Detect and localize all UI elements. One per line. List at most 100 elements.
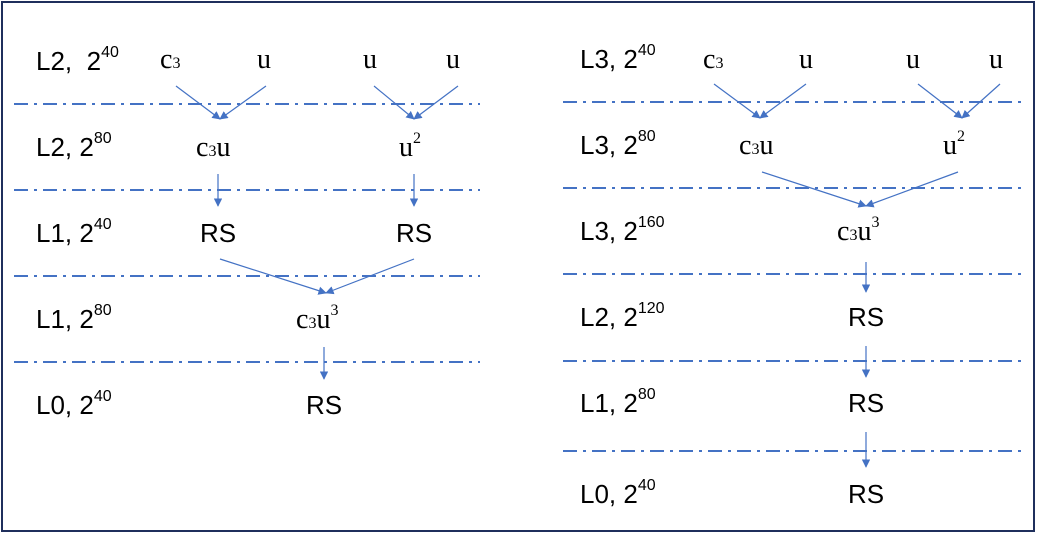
level-base: 2 bbox=[79, 304, 94, 334]
arrow-r-u3-to-u2 bbox=[961, 83, 1001, 119]
level-name: L2, bbox=[580, 302, 617, 332]
var-u: u bbox=[316, 304, 331, 335]
level-base: 2 bbox=[79, 218, 94, 248]
left-row2-c3u: c3u bbox=[196, 134, 230, 162]
sub-3: 3 bbox=[172, 55, 181, 72]
level-base: 2 bbox=[623, 130, 638, 160]
var-u: u bbox=[759, 130, 774, 161]
var-c: c bbox=[196, 132, 209, 163]
level-base: 2 bbox=[86, 46, 102, 76]
sub-3: 3 bbox=[308, 315, 317, 332]
level-base: 2 bbox=[623, 479, 638, 509]
right-level-3-label: L3, 2160 bbox=[580, 215, 665, 246]
var-u: u bbox=[943, 130, 957, 161]
level-exp: 40 bbox=[93, 388, 112, 405]
left-row5-rs: RS bbox=[306, 390, 343, 420]
arrow-l-u2-to-u2 bbox=[373, 85, 415, 120]
var-c: c bbox=[296, 304, 309, 335]
arrow-r-c3u-to-c3u3 bbox=[761, 171, 867, 208]
level-name: L0, bbox=[580, 479, 617, 509]
level-base: 2 bbox=[623, 44, 638, 74]
right-row1-c3: c3 bbox=[703, 46, 723, 74]
level-base: 2 bbox=[79, 132, 94, 162]
level-name: L3, bbox=[580, 44, 617, 74]
right-row2-c3u: c3u bbox=[739, 132, 773, 160]
level-exp: 120 bbox=[637, 300, 665, 317]
level-exp: 40 bbox=[637, 42, 656, 59]
exp-2: 2 bbox=[413, 130, 421, 147]
exp-3: 3 bbox=[871, 214, 880, 231]
arrow-l-u-to-c3u bbox=[219, 85, 267, 120]
left-row3-rs2: RS bbox=[396, 218, 433, 248]
left-row2-u2: u2 bbox=[399, 131, 421, 163]
left-row1-u3: u bbox=[446, 44, 460, 75]
level-exp: 40 bbox=[101, 44, 119, 61]
arrow-r-u2-to-u2 bbox=[917, 83, 963, 119]
left-row1-u1: u bbox=[257, 44, 271, 75]
level-exp: 80 bbox=[637, 128, 656, 145]
arrow-r-c3-to-c3u bbox=[713, 83, 761, 119]
level-exp: 40 bbox=[637, 477, 656, 494]
right-level-6-label: L0, 240 bbox=[580, 478, 656, 509]
level-name: L3, bbox=[580, 216, 617, 246]
var-c: c bbox=[837, 216, 850, 247]
var-c: c bbox=[703, 44, 716, 75]
left-level-2-label: L2, 280 bbox=[36, 131, 112, 162]
left-level-5-label: L0, 240 bbox=[36, 389, 112, 420]
level-name: L1, bbox=[580, 388, 617, 418]
left-row4-c3u3: c3u3 bbox=[296, 303, 338, 335]
level-base: 2 bbox=[623, 302, 638, 332]
level-base: 2 bbox=[79, 390, 94, 420]
right-row5-rs: RS bbox=[848, 388, 885, 418]
right-level-2-label: L3, 280 bbox=[580, 129, 656, 160]
sub-3: 3 bbox=[751, 141, 760, 158]
arrow-r-u-to-c3u bbox=[759, 83, 807, 119]
right-level-5-label: L1, 280 bbox=[580, 387, 656, 418]
left-row3-rs1: RS bbox=[200, 218, 237, 248]
right-row3-c3u3: c3u3 bbox=[837, 215, 879, 247]
var-u: u bbox=[216, 132, 231, 163]
exp-3: 3 bbox=[330, 302, 339, 319]
level-name: L2, bbox=[36, 46, 73, 76]
right-level-1-label: L3, 240 bbox=[580, 43, 656, 74]
level-exp: 160 bbox=[637, 214, 665, 231]
right-row1-u1: u bbox=[799, 44, 813, 75]
left-row1-c3: c3 bbox=[160, 46, 180, 74]
var-u: u bbox=[399, 132, 413, 163]
var-c: c bbox=[739, 130, 752, 161]
left-level-1-label: L2, 240 bbox=[36, 45, 119, 76]
level-exp: 80 bbox=[637, 386, 656, 403]
level-name: L1, bbox=[36, 218, 73, 248]
left-level-4-label: L1, 280 bbox=[36, 303, 112, 334]
level-exp: 80 bbox=[93, 302, 112, 319]
right-row1-u3: u bbox=[989, 44, 1003, 75]
level-exp: 40 bbox=[93, 216, 112, 233]
arrow-l-u3-to-u2 bbox=[413, 85, 459, 120]
right-row4-rs: RS bbox=[848, 302, 885, 332]
sub-3: 3 bbox=[715, 55, 724, 72]
level-name: L2, bbox=[36, 132, 73, 162]
level-base: 2 bbox=[623, 388, 638, 418]
arrow-l-rs2-to-c3u3 bbox=[325, 258, 415, 295]
left-row1-u2: u bbox=[363, 44, 377, 75]
exp-2: 2 bbox=[957, 128, 965, 145]
arrow-l-rs1-to-c3u3 bbox=[219, 258, 327, 295]
left-level-3-label: L1, 240 bbox=[36, 217, 112, 248]
level-base: 2 bbox=[623, 216, 638, 246]
right-row1-u2: u bbox=[906, 44, 920, 75]
sub-3: 3 bbox=[849, 227, 858, 244]
level-name: L0, bbox=[36, 390, 73, 420]
arrow-r-u2-to-c3u3 bbox=[865, 171, 959, 208]
var-u: u bbox=[857, 216, 872, 247]
right-row6-rs: RS bbox=[848, 479, 885, 509]
right-row2-u2: u2 bbox=[943, 129, 965, 161]
var-c: c bbox=[160, 44, 173, 75]
level-name: L1, bbox=[36, 304, 73, 334]
level-exp: 80 bbox=[93, 130, 112, 147]
right-level-4-label: L2, 2120 bbox=[580, 301, 665, 332]
level-name: L3, bbox=[580, 130, 617, 160]
sub-3: 3 bbox=[208, 143, 217, 160]
arrow-l-c3-to-c3u bbox=[175, 85, 221, 120]
